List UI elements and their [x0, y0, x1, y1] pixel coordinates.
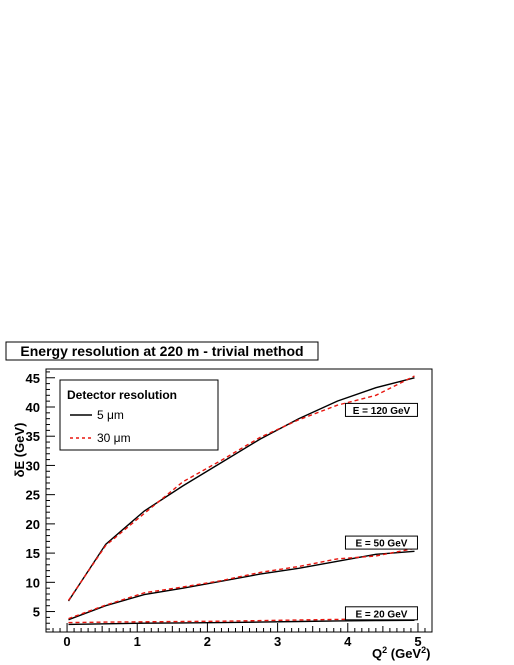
annotation-label: E = 50 GeV [355, 539, 407, 550]
y-tick-label: 25 [26, 488, 40, 503]
legend-label-5um: 5 μm [97, 408, 124, 422]
series-line [67, 377, 415, 602]
y-tick-label: 30 [26, 458, 40, 473]
annotation-box [344, 402, 418, 417]
legend: Detector resolution 5 μm 30 μm [59, 379, 219, 451]
annotation-box [344, 535, 418, 550]
x-axis-title: Q2 (GeV2) [372, 645, 430, 661]
chart-title-box: Energy resolution at 220 m - trivial met… [5, 341, 319, 361]
legend-title: Detector resolution [67, 388, 177, 402]
x-tick-label: 3 [274, 634, 281, 649]
x-tick-label: 0 [63, 634, 70, 649]
y-tick-label: 5 [33, 605, 40, 620]
annotation-label: E = 120 GeV [353, 406, 411, 417]
x-tick-label: 5 [414, 634, 421, 649]
y-tick-label: 40 [26, 400, 40, 415]
series-line [68, 547, 415, 620]
annotation-label: E = 20 GeV [355, 609, 407, 620]
x-tick-label: 1 [134, 634, 141, 649]
legend-label-30um: 30 μm [97, 431, 131, 445]
y-axis-title: δE (GeV) [12, 423, 27, 478]
y-tick-label: 20 [26, 517, 40, 532]
x-tick-label: 2 [204, 634, 211, 649]
chart-title: Energy resolution at 220 m - trivial met… [20, 343, 303, 359]
y-tick-label: 45 [26, 371, 40, 386]
y-tick-label: 35 [26, 429, 40, 444]
annotations: E = 120 GeV E = 50 GeV E = 20 GeV [344, 402, 418, 621]
y-tick-label: 15 [26, 546, 40, 561]
series-line [67, 375, 415, 601]
x-tick-label: 4 [344, 634, 352, 649]
annotation-box [344, 606, 418, 621]
series-line [68, 619, 415, 626]
y-tick-label: 10 [26, 575, 40, 590]
